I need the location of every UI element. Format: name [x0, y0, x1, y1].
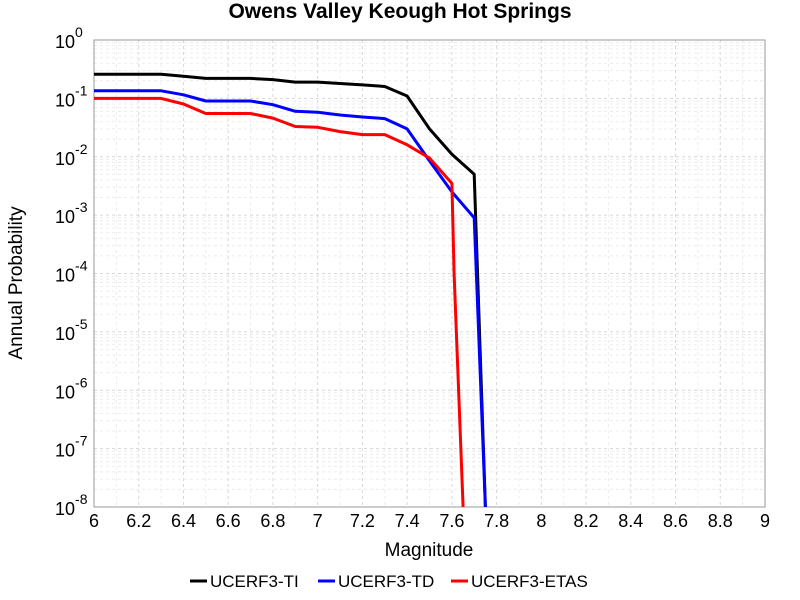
y-tick-labels: 100 10-1 10-2 10-3 10-4 10-5 10-6 10-7 10-8 — [55, 24, 88, 519]
x-tick-label: 6.8 — [260, 511, 285, 531]
x-tick-label: 8.8 — [708, 511, 733, 531]
x-tick-label: 9 — [760, 511, 770, 531]
y-tick-label: 10-1 — [55, 82, 88, 110]
legend-item-ucerf3-td[interactable]: UCERF3-TD — [318, 572, 434, 591]
x-tick-label: 6.2 — [126, 511, 151, 531]
x-tick-label: 7 — [313, 511, 323, 531]
y-tick-label: 100 — [55, 24, 83, 52]
x-tick-label: 8.6 — [663, 511, 688, 531]
series-layer — [94, 72, 487, 507]
y-tick-label: 10-7 — [55, 433, 88, 461]
x-tick-labels: 6 6.2 6.4 6.6 6.8 7 7.2 7.4 7.6 7.8 8 8.2 8.4 8.6 8.8 9 — [89, 511, 770, 531]
y-tick-label: 10-6 — [55, 374, 88, 402]
x-tick-label: 6.4 — [171, 511, 196, 531]
x-tick-label: 8.2 — [574, 511, 599, 531]
y-axis-label: Annual Probability — [6, 206, 27, 360]
y-tick-label: 10-5 — [55, 316, 88, 344]
y-tick-label: 10-3 — [55, 199, 88, 227]
x-tick-label: 7.8 — [484, 511, 509, 531]
legend-label-ucerf3-ti: UCERF3-TI — [210, 572, 299, 591]
y-tick-label: 10-4 — [55, 258, 88, 286]
x-tick-label: 8 — [536, 511, 546, 531]
legend-label-ucerf3-etas: UCERF3-ETAS — [471, 572, 588, 591]
legend-item-ucerf3-etas[interactable]: UCERF3-ETAS — [451, 572, 588, 591]
series-line-ucerf3-ti — [94, 72, 487, 507]
x-tick-label: 8.4 — [618, 511, 643, 531]
y-tick-label: 10-2 — [55, 141, 88, 169]
legend-label-ucerf3-td: UCERF3-TD — [338, 572, 434, 591]
legend-item-ucerf3-ti[interactable]: UCERF3-TI — [190, 572, 299, 591]
plot-frame — [93, 39, 766, 508]
x-axis-label: Magnitude — [385, 540, 474, 561]
x-tick-label: 7.2 — [350, 511, 375, 531]
x-tick-label: 6 — [89, 511, 99, 531]
legend: UCERF3-TI UCERF3-TD UCERF3-ETAS — [190, 572, 588, 591]
x-tick-label: 7.4 — [395, 511, 420, 531]
y-tick-label: 10-8 — [55, 491, 88, 519]
chart-title: Owens Valley Keough Hot Springs — [228, 0, 571, 23]
grid — [94, 40, 765, 507]
series-line-ucerf3-etas — [94, 96, 465, 507]
series-line-ucerf3-td — [94, 89, 487, 507]
x-tick-label: 7.6 — [439, 511, 464, 531]
x-tick-label: 6.6 — [216, 511, 241, 531]
